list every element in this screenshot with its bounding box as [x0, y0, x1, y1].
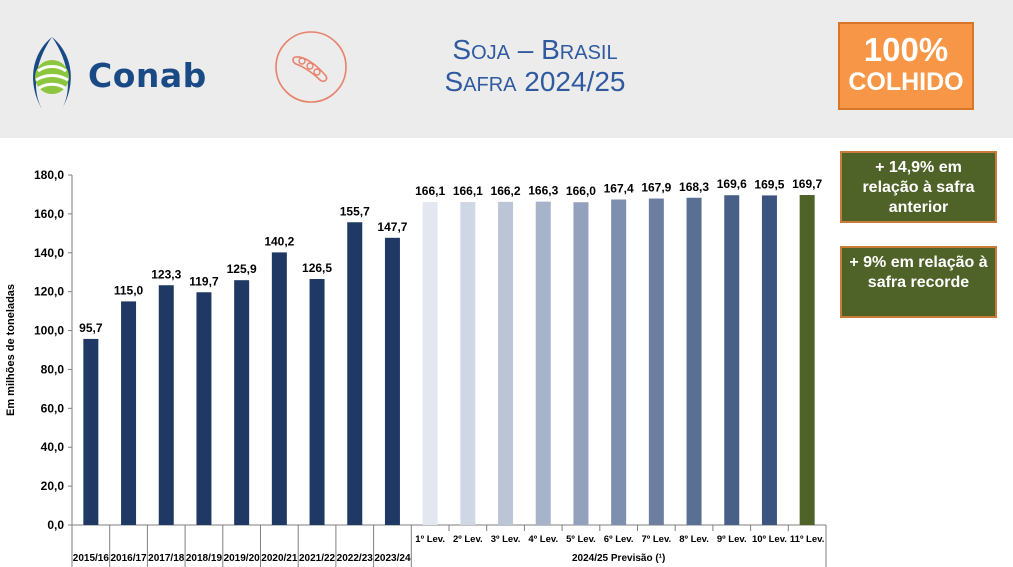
data-label: 115,0: [114, 283, 144, 297]
bar: [196, 292, 212, 525]
bar: [573, 202, 589, 525]
bar: [686, 197, 702, 525]
y-tick-label: 140,0: [34, 246, 64, 260]
x-tick-label: 8º Lev.: [679, 534, 709, 545]
bar: [271, 252, 287, 525]
y-tick-label: 0,0: [47, 518, 64, 532]
bar: [83, 338, 99, 525]
title-line-1: Soja – Brasil: [452, 34, 618, 65]
data-label: 167,9: [641, 181, 671, 195]
data-label: 169,6: [717, 177, 747, 191]
x-tick-label: 6º Lev.: [604, 534, 634, 545]
bar: [724, 195, 740, 525]
x-tick-label: 7º Lev.: [641, 534, 671, 545]
data-label: 168,3: [679, 180, 709, 194]
header-bar: Conab Soja – Brasil Safra 2024/25 100% C…: [0, 0, 1013, 138]
y-axis-title: Em milhões de toneladas: [5, 284, 17, 416]
x-group-label: 2024/25 Previsão (¹): [572, 553, 665, 564]
page-title: Soja – Brasil Safra 2024/25: [380, 34, 690, 98]
bar: [535, 201, 551, 525]
data-label: 147,7: [377, 220, 407, 234]
data-label: 166,1: [453, 184, 483, 198]
soybean-icon: [275, 31, 347, 103]
y-tick-label: 180,0: [34, 168, 64, 182]
callout-previous-season: + 14,9% em relação à safra anterior: [840, 151, 997, 223]
bar: [611, 199, 627, 525]
data-label: 155,7: [340, 204, 370, 218]
badge-percent: 100%: [863, 31, 949, 68]
y-tick-label: 100,0: [34, 324, 64, 338]
x-tick-label: 2015/16: [73, 553, 110, 564]
x-tick-label: 2023/24: [374, 553, 411, 564]
harvest-status-badge: 100% COLHIDO: [838, 22, 974, 110]
brand-name: Conab: [88, 56, 207, 95]
x-tick-label: 11º Lev.: [790, 534, 824, 545]
y-tick-label: 20,0: [41, 479, 65, 493]
bar: [234, 280, 250, 525]
badge-label: COLHIDO: [848, 68, 964, 96]
y-tick-label: 160,0: [34, 207, 64, 221]
data-label: 140,2: [264, 234, 294, 248]
data-label: 125,9: [227, 262, 257, 276]
y-tick-label: 120,0: [34, 285, 64, 299]
bar: [309, 279, 325, 525]
x-tick-label: 2017/18: [148, 553, 185, 564]
x-tick-label: 9º Lev.: [717, 534, 747, 545]
x-tick-label: 2022/23: [337, 553, 374, 564]
x-tick-label: 4º Lev.: [528, 534, 558, 545]
data-label: 169,7: [792, 177, 822, 191]
bar: [384, 237, 400, 526]
x-tick-label: 10º Lev.: [752, 534, 787, 545]
x-tick-label: 3º Lev.: [491, 534, 521, 545]
bar: [799, 195, 815, 525]
y-tick-label: 60,0: [41, 401, 65, 415]
data-label: 166,0: [566, 184, 596, 198]
conab-logo-icon: [33, 37, 71, 109]
y-tick-label: 80,0: [41, 362, 65, 376]
x-tick-label: 1º Lev.: [415, 534, 445, 545]
data-label: 126,5: [302, 261, 332, 275]
x-tick-label: 2018/19: [186, 553, 223, 564]
callout-record-season: + 9% em relação à safra recorde: [840, 246, 997, 318]
x-tick-label: 5º Lev.: [566, 534, 596, 545]
bar: [121, 301, 137, 525]
data-label: 123,3: [151, 267, 181, 281]
data-label: 169,5: [754, 177, 784, 191]
bar: [158, 285, 174, 525]
x-tick-label: 2º Lev.: [453, 534, 483, 545]
title-line-2: Safra 2024/25: [444, 66, 626, 97]
data-label: 95,7: [79, 321, 103, 335]
data-label: 166,2: [491, 184, 521, 198]
x-tick-label: 2020/21: [261, 553, 298, 564]
data-label: 166,1: [415, 184, 445, 198]
y-tick-label: 40,0: [41, 440, 65, 454]
bar: [498, 201, 514, 526]
x-tick-label: 2021/22: [299, 553, 336, 564]
bar: [347, 222, 363, 525]
x-tick-label: 2019/20: [224, 553, 261, 564]
bar: [648, 198, 664, 525]
production-bar-chart: 0,0 20,0 40,0 60,0 80,0 100,0 120,0 140,0 160,0 1…: [5, 168, 827, 567]
bar: [761, 195, 777, 525]
bar: [422, 202, 438, 525]
bar: [460, 202, 476, 525]
data-label: 167,4: [604, 182, 634, 196]
x-tick-label: 2016/17: [110, 553, 147, 564]
data-label: 119,7: [189, 274, 219, 288]
data-label: 166,3: [528, 184, 558, 198]
